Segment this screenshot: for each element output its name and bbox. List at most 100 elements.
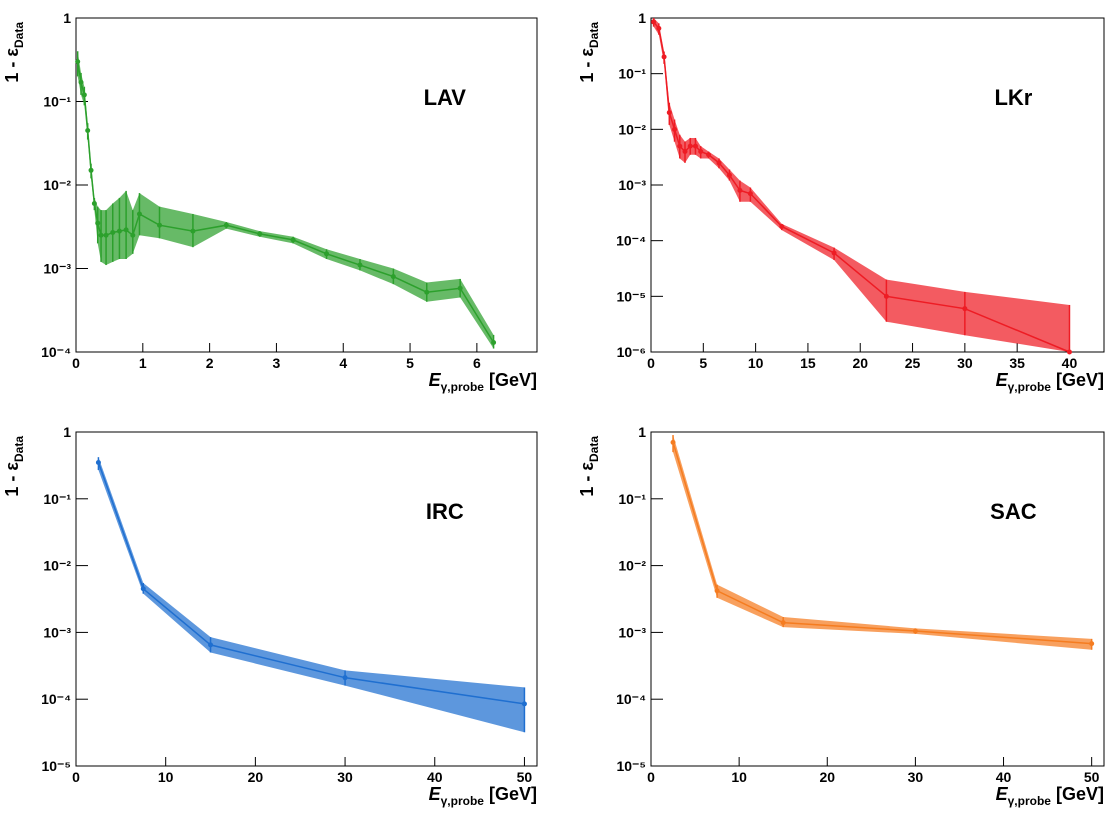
data-point xyxy=(140,586,146,592)
y-axis-label: 1 - εData xyxy=(577,436,601,497)
error-band xyxy=(653,18,1070,352)
data-point xyxy=(779,223,785,229)
y-tick-label: 10⁻⁵ xyxy=(616,288,646,304)
data-point xyxy=(726,172,732,178)
y-tick-label: 10⁻³ xyxy=(43,624,71,640)
error-band xyxy=(98,457,525,733)
x-label-main: E xyxy=(996,784,1009,804)
data-point xyxy=(95,459,101,465)
y-tick-label: 1 xyxy=(63,424,71,440)
data-point xyxy=(780,620,786,626)
y-axis-label: 1 - εData xyxy=(2,22,26,83)
x-tick-label: 0 xyxy=(647,355,655,371)
data-point xyxy=(521,701,527,707)
data-point xyxy=(698,148,704,154)
detector-label: LAV xyxy=(424,85,467,110)
x-label-unit: [GeV] xyxy=(1056,370,1104,390)
x-tick-label: 10 xyxy=(158,769,174,785)
data-point xyxy=(157,222,163,228)
data-point xyxy=(290,237,296,243)
x-tick-label: 40 xyxy=(1062,355,1078,371)
x-tick-label: 30 xyxy=(337,769,353,785)
data-point xyxy=(912,628,918,634)
x-tick-label: 3 xyxy=(273,355,281,371)
data-point xyxy=(831,250,837,256)
y-tick-label: 10⁻⁵ xyxy=(41,758,71,774)
y-tick-label: 10⁻² xyxy=(618,558,646,574)
data-point xyxy=(88,167,94,173)
data-point xyxy=(81,92,87,98)
data-point xyxy=(714,588,720,594)
data-point xyxy=(682,148,688,154)
y-tick-label: 10⁻³ xyxy=(43,261,71,277)
data-point xyxy=(656,25,662,31)
x-tick-label: 25 xyxy=(905,355,921,371)
data-point xyxy=(962,306,968,312)
data-point xyxy=(208,642,214,648)
data-point xyxy=(1089,641,1095,647)
data-point xyxy=(677,143,683,149)
data-point xyxy=(666,110,672,116)
data-point xyxy=(342,675,348,681)
y-tick-label: 10⁻² xyxy=(43,177,71,193)
y-tick-label: 1 xyxy=(638,10,646,26)
x-tick-label: 10 xyxy=(731,769,747,785)
x-label-sub: γ,probe xyxy=(1008,794,1052,808)
y-tick-label: 10⁻⁴ xyxy=(616,233,646,249)
data-point xyxy=(190,228,196,234)
y-tick-label: 10⁻³ xyxy=(618,177,646,193)
y-label-sub: Data xyxy=(587,22,601,48)
data-point xyxy=(110,229,116,235)
x-tick-label: 0 xyxy=(72,355,80,371)
x-tick-label: 15 xyxy=(800,355,816,371)
y-axis-label: 1 - εData xyxy=(577,22,601,83)
detector-label: IRC xyxy=(426,499,464,524)
data-point xyxy=(95,220,101,226)
x-tick-label: 50 xyxy=(517,769,533,785)
data-point xyxy=(223,222,229,228)
data-point xyxy=(98,232,104,238)
x-tick-label: 6 xyxy=(473,355,481,371)
x-tick-label: 0 xyxy=(72,769,80,785)
data-point xyxy=(390,274,396,280)
x-tick-label: 30 xyxy=(957,355,973,371)
data-point xyxy=(747,191,753,197)
y-label-main: 1 - ε xyxy=(577,462,597,497)
x-tick-label: 10 xyxy=(748,355,764,371)
x-axis-label: Eγ,probe [GeV] xyxy=(996,370,1104,394)
y-tick-label: 1 xyxy=(638,424,646,440)
data-point xyxy=(457,285,463,291)
x-label-main: E xyxy=(429,370,442,390)
data-point xyxy=(716,160,722,166)
y-tick-label: 10⁻⁴ xyxy=(616,691,646,707)
x-tick-label: 35 xyxy=(1009,355,1025,371)
x-label-unit: [GeV] xyxy=(1056,784,1104,804)
data-point xyxy=(651,19,657,25)
x-tick-label: 0 xyxy=(647,769,655,785)
y-tick-label: 10⁻¹ xyxy=(43,491,71,507)
data-point xyxy=(75,59,81,65)
y-tick-label: 10⁻¹ xyxy=(618,491,646,507)
x-label-sub: γ,probe xyxy=(1008,380,1052,394)
data-line xyxy=(672,442,1092,645)
data-point xyxy=(706,152,712,158)
y-tick-label: 10⁻⁵ xyxy=(616,758,646,774)
x-tick-label: 50 xyxy=(1084,769,1100,785)
plot-frame xyxy=(75,431,538,767)
x-tick-label: 40 xyxy=(427,769,443,785)
data-point xyxy=(324,251,330,257)
x-tick-label: 20 xyxy=(819,769,835,785)
x-tick-label: 2 xyxy=(206,355,214,371)
y-tick-label: 10⁻¹ xyxy=(618,66,646,82)
data-point xyxy=(85,127,91,133)
data-point xyxy=(116,228,122,234)
y-tick-label: 10⁻² xyxy=(43,558,71,574)
y-tick-label: 10⁻² xyxy=(618,121,646,137)
y-label-main: 1 - ε xyxy=(2,48,22,83)
data-point xyxy=(123,227,129,233)
y-label-main: 1 - ε xyxy=(577,48,597,83)
data-point xyxy=(130,232,136,238)
x-axis-label: Eγ,probe [GeV] xyxy=(429,784,537,808)
x-label-unit: [GeV] xyxy=(489,370,537,390)
